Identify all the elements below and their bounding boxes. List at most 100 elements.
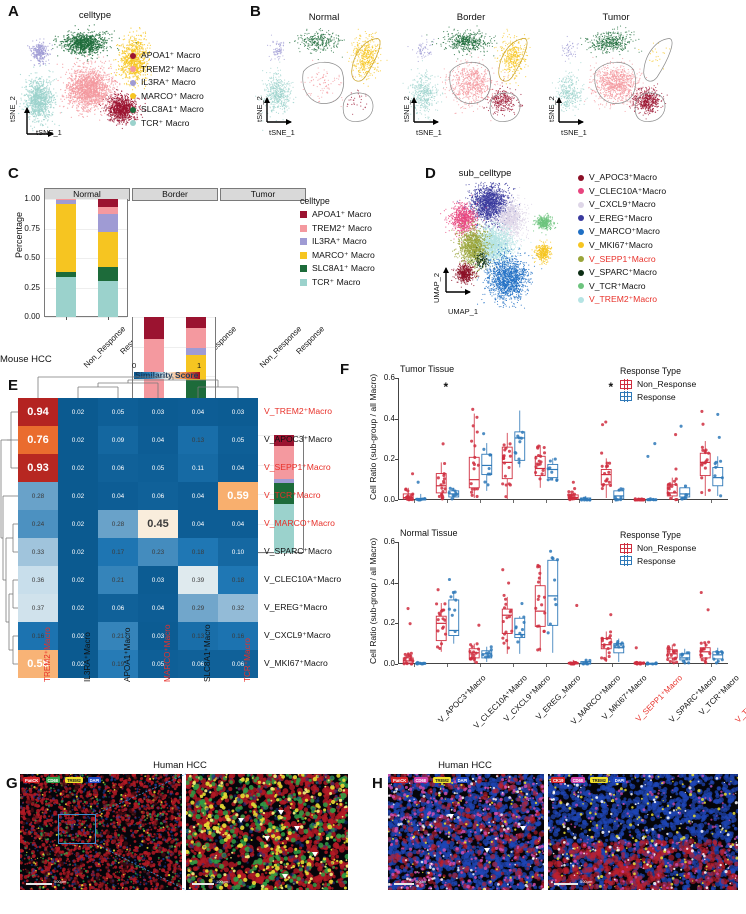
panel-h-right-marker-trem2: TREM2 xyxy=(590,777,608,783)
panel-f-yaxis-label: Cell Ratio (sub-group / all Macro) xyxy=(368,538,378,664)
panel-g-left-scalebar-label: 500µm xyxy=(54,879,66,884)
legend-color-dot xyxy=(578,175,584,181)
panel-h-right-marker-ck19: CK19 xyxy=(551,777,565,783)
panel-d-xaxis-label: UMAP_1 xyxy=(448,307,478,316)
panel-c-bar-segment xyxy=(186,348,206,354)
panel-c-ytick: 0.25 xyxy=(14,283,40,292)
legend-label: APOA1⁺ Macro xyxy=(141,50,200,61)
panel-g-right-scalebar-bar xyxy=(192,883,214,885)
legend-label: TREM2⁺ Macro xyxy=(312,223,372,234)
legend-label: IL3RA⁺ Macro xyxy=(141,77,196,88)
panel-h-right-scalebar-bar xyxy=(554,883,578,885)
panel-c-legend-item: IL3RA⁺ Macro xyxy=(300,236,375,247)
legend-color-swatch xyxy=(300,265,307,272)
panel-f-ytick: 0.4 xyxy=(376,414,395,423)
panel-a-legend-item: SLC8A1⁺ Macro xyxy=(130,104,204,115)
legend-label: V_SEPP1⁺Macro xyxy=(589,254,656,265)
panel-f-ytick: 0.2 xyxy=(376,618,395,627)
panel-h-arrowhead xyxy=(448,814,454,819)
panel-f-ytick: 0.6 xyxy=(376,537,395,546)
panel-b-yaxis-label: tSNE_2 xyxy=(547,96,556,122)
legend-label: SLC8A1⁺ Macro xyxy=(312,263,375,274)
legend-label: IL3RA⁺ Macro xyxy=(312,236,367,247)
panel-c-legend-item: TCR⁺ Macro xyxy=(300,277,375,288)
legend-color-swatch xyxy=(300,211,307,218)
panel-d-umap-svg xyxy=(430,180,560,310)
panel-c-legend-item: SLC8A1⁺ Macro xyxy=(300,263,375,274)
panel-c-bar-segment xyxy=(186,328,206,349)
panel-c-legend-item: TREM2⁺ Macro xyxy=(300,223,375,234)
panel-b-tsne-plot-normal xyxy=(253,22,395,132)
tsne-svg xyxy=(545,22,687,132)
panel-c-legend-item: APOA1⁺ Macro xyxy=(300,209,375,220)
panel-label-a: A xyxy=(8,4,19,19)
panel-c-bar-segment xyxy=(144,317,164,339)
legend-label: Non_Response xyxy=(637,543,696,553)
panel-c-bar-segment xyxy=(98,207,118,215)
legend-color-swatch xyxy=(300,225,307,232)
panel-a-yaxis-label: tSNE_2 xyxy=(8,96,17,122)
panel-b-tsne-plot-tumor xyxy=(545,22,687,132)
panel-b-yaxis-label: tSNE_2 xyxy=(255,96,264,122)
panel-a-title: celltype xyxy=(40,10,150,21)
legend-label: V_TCR⁺Macro xyxy=(589,281,646,292)
panel-a-legend-item: IL3RA⁺ Macro xyxy=(130,77,204,88)
panel-f-legend-item: Non_Response xyxy=(620,543,696,553)
panel-c-facet-normal xyxy=(44,199,128,317)
panel-c-bar-segment xyxy=(56,277,76,317)
panel-d-yaxis-label: UMAP_2 xyxy=(432,273,441,303)
panel-c-bar-segment xyxy=(56,199,76,200)
panel-g-marker-dapi: DAPI xyxy=(88,777,102,783)
panel-f-ytick: 0.4 xyxy=(376,578,395,587)
xtick-mark xyxy=(108,317,109,320)
panel-e-colorbar-max: 1 xyxy=(197,361,201,370)
panel-c-ytick: 0.00 xyxy=(14,312,40,321)
panel-c-facet-strip: Border xyxy=(132,188,218,201)
panel-h-right-marker-dapi: DAPI xyxy=(613,777,627,783)
legend-label: TCR⁺ Macro xyxy=(312,277,360,288)
panel-h-arrowhead xyxy=(484,848,490,853)
panel-g-overview-image xyxy=(20,774,182,890)
panel-g-arrowhead xyxy=(264,836,270,841)
panel-h-left-scalebar-label: 50µm xyxy=(416,879,426,884)
legend-label: V_MKI67⁺Macro xyxy=(589,240,653,251)
panel-d-legend-item: V_MARCO⁺Macro xyxy=(578,226,666,237)
micro-canvas xyxy=(20,774,182,890)
panel-a-xaxis-label: tSNE_1 xyxy=(36,128,62,137)
legend-label: Response xyxy=(637,392,676,402)
panel-f-legend-item: Response xyxy=(620,392,696,402)
panel-g-arrowhead xyxy=(312,852,318,857)
legend-label: SLC8A1⁺ Macro xyxy=(141,104,204,115)
panel-c-yaxis-label: Percentage xyxy=(14,212,24,258)
panel-c-bar-segment xyxy=(56,272,76,277)
panel-d-legend-item: V_MKI67⁺Macro xyxy=(578,240,666,251)
tsne-svg xyxy=(400,22,542,132)
legend-box-key xyxy=(620,556,632,565)
panel-d-legend-item: V_CXCL9⁺Macro xyxy=(578,199,666,210)
panel-h-left-marker-cd68: CD68 xyxy=(414,777,428,783)
legend-label: V_SPARC⁺Macro xyxy=(589,267,657,278)
panel-a-legend-item: MARCO⁺ Macro xyxy=(130,91,204,102)
legend-label: Non_Response xyxy=(637,379,696,389)
panel-h-left-marker-panck: PanCK xyxy=(391,777,408,783)
legend-color-dot xyxy=(578,215,584,221)
panel-f-legend-item: Non_Response xyxy=(620,379,696,389)
panel-d-legend-item: V_TCR⁺Macro xyxy=(578,281,666,292)
legend-color-swatch xyxy=(300,252,307,259)
panel-g-left-scalebar-bar xyxy=(26,883,52,885)
panel-c-bar-segment xyxy=(98,267,118,281)
legend-color-dot xyxy=(578,270,584,276)
legend-color-swatch xyxy=(300,279,307,286)
panel-e-dendrogram xyxy=(0,376,330,676)
legend-color-dot xyxy=(130,53,136,59)
panel-g-roi-box xyxy=(58,814,96,844)
panel-h-left-scalebar-bar xyxy=(394,883,414,885)
legend-color-dot xyxy=(578,283,584,289)
panel-c-bar-segment xyxy=(98,199,118,207)
legend-color-dot xyxy=(578,229,584,235)
legend-color-dot xyxy=(130,107,136,113)
panel-f-ytick: 0.0 xyxy=(376,495,395,504)
